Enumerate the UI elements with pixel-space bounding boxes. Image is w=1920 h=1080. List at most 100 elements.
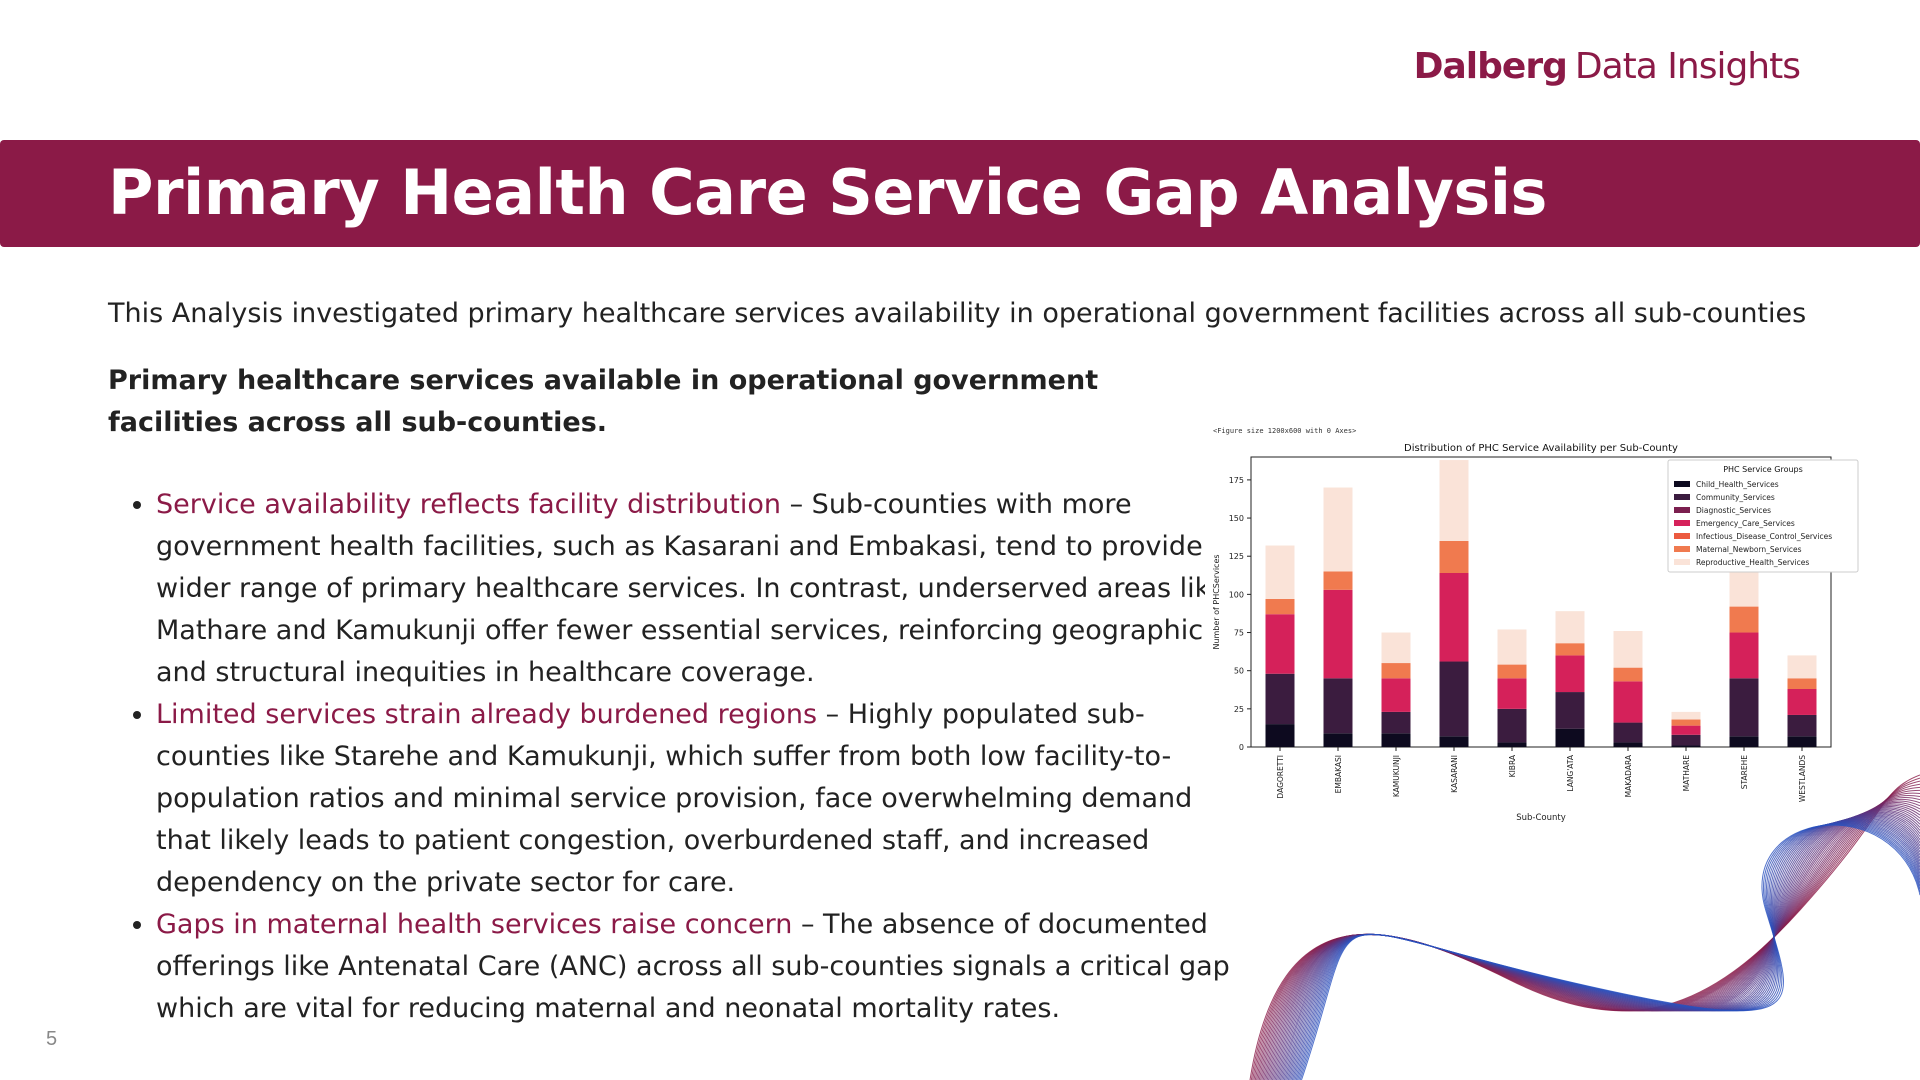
y-tick-label: 100	[1229, 590, 1244, 599]
legend-swatch	[1674, 546, 1690, 552]
y-tick-label: 75	[1234, 629, 1244, 638]
wave-line	[1283, 817, 1920, 1080]
wave-line	[1275, 812, 1920, 1080]
finding-highlight: Service availability reflects facility d…	[156, 489, 782, 520]
phc-chart: <Figure size 1200x600 with 0 Axes> Distri…	[1205, 422, 1875, 832]
wave-line	[1261, 798, 1920, 1080]
bar-segment	[1497, 708, 1527, 743]
findings-list: Service availability reflects facility d…	[108, 484, 1246, 1030]
bar-segment	[1787, 655, 1817, 679]
bar-segment	[1439, 573, 1469, 662]
legend-swatch	[1674, 520, 1690, 526]
wave-line	[1250, 777, 1920, 1080]
bar-segment	[1381, 711, 1411, 734]
x-tick-label: WESTLANDS	[1798, 755, 1807, 802]
y-tick-label: 25	[1234, 705, 1244, 714]
bar-segment	[1671, 719, 1701, 726]
x-tick-label: STAREHE	[1740, 755, 1749, 789]
bar-segment	[1671, 745, 1701, 747]
wave-line	[1293, 821, 1920, 1080]
y-tick-label: 50	[1234, 667, 1244, 676]
legend-swatch	[1674, 481, 1690, 487]
bar-segment	[1497, 629, 1527, 665]
x-tick-label: DAGORETTI	[1276, 755, 1285, 799]
section-subheading: Primary healthcare services available in…	[108, 365, 1099, 438]
bar-segment	[1671, 725, 1701, 735]
bar-segment	[1613, 742, 1643, 747]
bar-segment	[1265, 614, 1295, 674]
figure-note: <Figure size 1200x600 with 0 Axes>	[1213, 427, 1356, 435]
legend-label: Child_Health_Services	[1696, 480, 1779, 489]
legend-swatch	[1674, 559, 1690, 565]
finding-item: Gaps in maternal health services raise c…	[156, 904, 1246, 1030]
wave-line	[1265, 803, 1920, 1080]
decorative-wave-lines	[1249, 774, 1920, 1080]
legend-box	[1667, 459, 1859, 573]
bar-segment	[1265, 598, 1295, 615]
bar-segment	[1671, 711, 1701, 720]
bar-segment	[1381, 678, 1411, 712]
bar-segment	[1729, 569, 1759, 607]
finding-item: Service availability reflects facility d…	[156, 484, 1246, 694]
wave-line	[1269, 807, 1920, 1080]
x-tick-label: LANG'ATA	[1566, 754, 1575, 792]
bar-segment	[1323, 733, 1353, 747]
wave-line	[1273, 810, 1920, 1080]
wave-line	[1297, 823, 1920, 1080]
bar-segment	[1439, 540, 1469, 573]
bar-segment	[1323, 571, 1353, 590]
bar-segment	[1555, 692, 1585, 729]
legend-swatch	[1674, 507, 1690, 513]
x-tick-label: MATHARE	[1682, 755, 1691, 792]
finding-highlight: Limited services strain already burdened…	[156, 699, 818, 730]
page-title: Primary Health Care Service Gap Analysis	[108, 156, 1547, 229]
bar-segment	[1787, 736, 1817, 747]
wave-line	[1249, 774, 1920, 1080]
bar-segment	[1323, 589, 1353, 679]
finding-text: – The absence of documented offerings li…	[156, 909, 1230, 1024]
legend-title: PHC Service Groups	[1723, 465, 1803, 474]
bar-segment	[1729, 606, 1759, 633]
legend-swatch	[1674, 533, 1690, 539]
bar-segment	[1323, 678, 1353, 734]
y-tick-label: 125	[1229, 552, 1244, 561]
logo-subtitle: Data Insights	[1574, 46, 1801, 87]
bar-segment	[1439, 736, 1469, 747]
bar-segment	[1265, 545, 1295, 599]
y-tick-label: 0	[1239, 743, 1244, 752]
bar-segment	[1265, 673, 1295, 725]
bar-segment	[1381, 632, 1411, 664]
bar-segment	[1787, 714, 1817, 737]
bar-segment	[1613, 681, 1643, 723]
dalberg-logo: Dalberg Data Insights	[1413, 46, 1801, 87]
bar-segment	[1555, 655, 1585, 693]
legend-label: Maternal_Newborn_Services	[1696, 545, 1802, 554]
bar-segment	[1497, 678, 1527, 709]
bar-segment	[1439, 661, 1469, 737]
bar-segment	[1787, 689, 1817, 715]
legend-label: Infectious_Disease_Control_Services	[1696, 532, 1832, 541]
stacked-bar-chart: <Figure size 1200x600 with 0 Axes> Distri…	[1212, 427, 1859, 823]
bar-segment	[1323, 487, 1353, 572]
bar-segment	[1729, 736, 1759, 747]
bar-segment	[1439, 460, 1469, 541]
wave-line	[1279, 814, 1920, 1080]
x-tick-label: KAMUKUNJI	[1392, 755, 1401, 797]
bar-segment	[1613, 631, 1643, 668]
bar-segment	[1555, 643, 1585, 656]
wave-line	[1289, 819, 1920, 1080]
bar-segment	[1729, 678, 1759, 737]
y-tick-label: 175	[1229, 476, 1244, 485]
bar-segment	[1381, 733, 1411, 747]
wave-line	[1260, 796, 1920, 1080]
legend-label: Diagnostic_Services	[1696, 506, 1771, 515]
legend-label: Community_Services	[1696, 493, 1775, 502]
legend-label: Emergency_Care_Services	[1696, 519, 1795, 528]
wave-line	[1258, 795, 1920, 1080]
x-tick-label: KASARANI	[1450, 755, 1459, 793]
logo-brand: Dalberg	[1413, 46, 1568, 87]
bar-segment	[1497, 742, 1527, 747]
bar-segment	[1381, 663, 1411, 679]
y-axis-label: Number of PHCServices	[1212, 554, 1221, 649]
page-number: 5	[46, 1028, 58, 1050]
